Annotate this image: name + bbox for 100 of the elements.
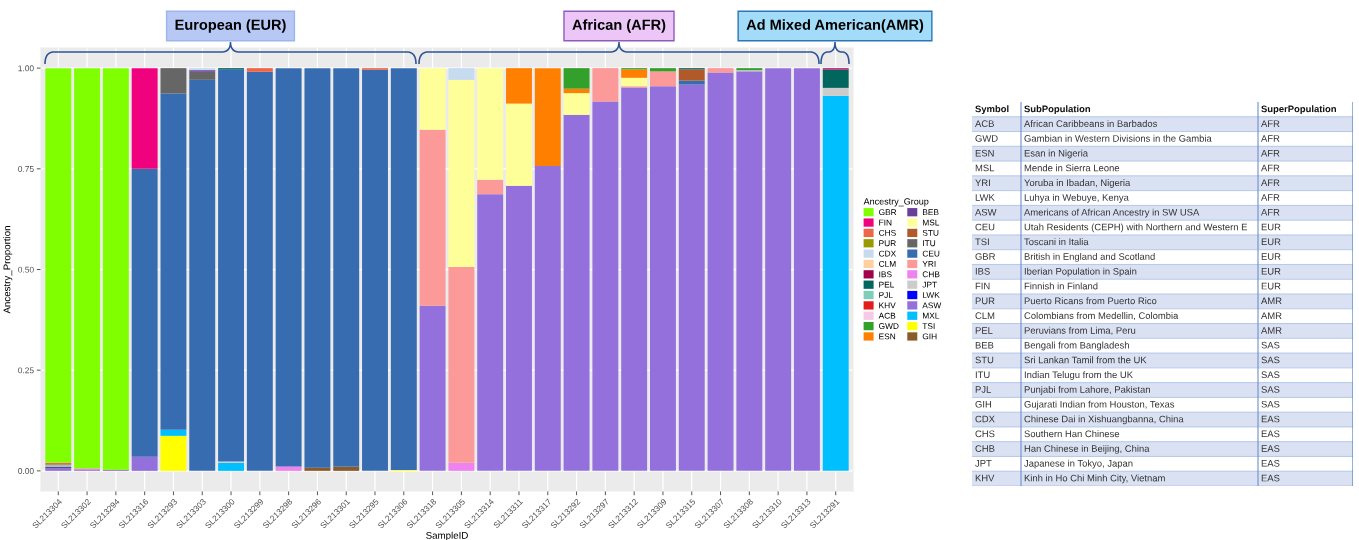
- text: EAS: [1261, 415, 1280, 423]
- y-tick-label: 1.00: [18, 65, 34, 72]
- category-label: SuperPopulation: [1261, 105, 1336, 115]
- text: Kinh in Ho Chi Minh City, Vietnam: [1024, 474, 1165, 484]
- text: Mende in Sierra Leone: [1024, 164, 1120, 172]
- text: Utah Residents (CEPH) with Northern and Western E: [1024, 223, 1248, 233]
- text: EUR: [1261, 268, 1281, 275]
- x-axis-title: SampleID: [426, 531, 468, 540]
- legend-label: MSL: [922, 219, 940, 226]
- text: African (AFR): [572, 19, 666, 33]
- text: TSI: [975, 238, 989, 246]
- text: EAS: [1261, 445, 1280, 452]
- y-axis-title: Ancestry_Proportion: [3, 226, 13, 314]
- text: ESN: [975, 149, 994, 157]
- text: Gujarati Indian from Houston, Texas: [1024, 400, 1175, 410]
- text: PEL: [975, 327, 993, 334]
- text: British in England and Scotland: [1024, 252, 1155, 262]
- legend-label: CEU: [922, 250, 940, 257]
- text: AFR: [1261, 135, 1280, 142]
- text: MSL: [975, 164, 995, 172]
- text: SAS: [1261, 356, 1280, 364]
- category-label: SubPopulation: [1024, 105, 1091, 115]
- text: SAS: [1261, 341, 1280, 349]
- text: JPT: [975, 460, 992, 467]
- text: Toscani in Italia: [1024, 238, 1089, 246]
- legend-label: MXL: [922, 312, 940, 319]
- text: SAS: [1261, 386, 1280, 393]
- text: Americans of African Ancestry in SW USA: [1024, 208, 1200, 218]
- text: Iberian Population in Spain: [1024, 267, 1137, 277]
- text: SAS: [1261, 400, 1280, 408]
- legend-label: KHV: [879, 302, 896, 309]
- text: AFR: [1261, 194, 1280, 201]
- text: PUR: [975, 297, 995, 305]
- legend-title: Ancestry_Group: [863, 198, 929, 207]
- text: Japanese in Tokyo, Japan: [1024, 459, 1133, 469]
- legend-label: ITU: [923, 240, 936, 247]
- text: AFR: [1261, 164, 1280, 172]
- text: ASW: [975, 208, 997, 216]
- legend-label: FIN: [879, 219, 892, 226]
- text: PJL: [975, 386, 991, 393]
- text: IBS: [975, 267, 990, 275]
- legend-label: LWK: [922, 292, 940, 298]
- text: AMR: [1261, 312, 1282, 319]
- text: AFR: [1261, 179, 1280, 186]
- text: Southern Han Chinese: [1024, 430, 1120, 438]
- text: ACB: [975, 120, 994, 127]
- text: African Caribbeans in Barbados: [1024, 120, 1158, 127]
- text: AFR: [1261, 209, 1280, 216]
- text: Esan in Nigeria: [1024, 149, 1089, 159]
- text: Ad Mixed American(AMR): [746, 19, 924, 33]
- legend-label: CLM: [879, 260, 896, 267]
- legend-label: CHS: [879, 229, 896, 236]
- y-tick-label: 0.50: [18, 266, 34, 273]
- legend-label: YRI: [922, 261, 936, 267]
- legend-label: STU: [922, 229, 939, 236]
- text: European (EUR): [175, 19, 286, 33]
- text: SAS: [1261, 371, 1280, 379]
- text: LWK: [975, 194, 995, 201]
- legend-label: GIH: [922, 333, 937, 340]
- legend-label: PJL: [879, 292, 893, 298]
- text: Peruvians from Lima, Peru: [1024, 326, 1136, 335]
- legend-label: PUR: [879, 240, 896, 247]
- text: EAS: [1261, 474, 1280, 482]
- text: AFR: [1261, 120, 1280, 127]
- text: Colombians from Medellin, Colombia: [1024, 312, 1179, 321]
- legend-label: PEL: [879, 281, 895, 288]
- legend-label: ACB: [878, 312, 896, 319]
- text: Yoruba in Ibadan, Nigeria: [1024, 179, 1131, 188]
- legend-label: GBR: [879, 209, 897, 216]
- text: CLM: [975, 312, 995, 319]
- text: EUR: [1261, 223, 1281, 231]
- text: Indian Telugu from the UK: [1024, 371, 1133, 380]
- text: EAS: [1261, 459, 1280, 467]
- text: EUR: [1261, 282, 1281, 290]
- legend-label: IBS: [879, 271, 892, 278]
- legend-label: TSI: [922, 323, 935, 330]
- text: EUR: [1261, 253, 1281, 260]
- text: Punjabi from Lahore, Pakistan: [1024, 385, 1150, 395]
- text: BEB: [975, 341, 994, 349]
- text: STU: [975, 356, 994, 364]
- text: CEU: [975, 223, 995, 231]
- text: ITU: [975, 371, 990, 379]
- legend-label: CDX: [879, 250, 897, 257]
- text: Finnish in Finland: [1024, 282, 1098, 290]
- text: EUR: [1261, 238, 1281, 246]
- text: KHV: [975, 474, 995, 482]
- text: AMR: [1261, 297, 1282, 305]
- text: EAS: [1261, 430, 1280, 438]
- text: GIH: [975, 400, 992, 408]
- legend-label: GWD: [879, 323, 899, 330]
- text: Puerto Ricans from Puerto Rico: [1024, 297, 1157, 305]
- y-tick-label: 0.75: [18, 166, 34, 172]
- legend-label: ASW: [922, 302, 942, 309]
- legend-label: BEB: [922, 209, 939, 216]
- text: Bengali from Bangladesh: [1024, 341, 1129, 351]
- text: AFR: [1261, 149, 1280, 157]
- legend-label: JPT: [922, 281, 937, 288]
- text: FIN: [975, 282, 990, 290]
- y-tick-label: 0.25: [18, 367, 34, 374]
- text: Sri Lankan Tamil from the UK: [1024, 356, 1147, 364]
